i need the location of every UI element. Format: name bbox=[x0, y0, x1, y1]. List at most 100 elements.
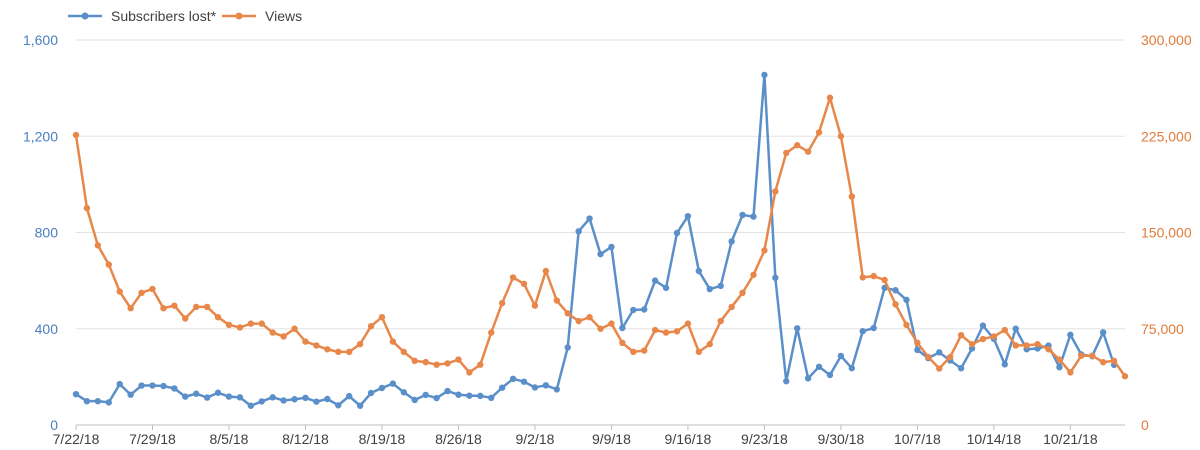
data-point bbox=[520, 280, 528, 288]
data-point bbox=[662, 329, 670, 336]
data-point bbox=[1121, 373, 1129, 380]
x-tick-label: 7/22/18 bbox=[53, 431, 100, 447]
series-subscribers-lost bbox=[72, 71, 1118, 409]
data-point bbox=[433, 361, 440, 368]
data-point bbox=[936, 365, 943, 372]
data-point bbox=[597, 250, 604, 258]
data-point bbox=[1078, 352, 1085, 359]
data-point bbox=[673, 229, 681, 237]
data-point bbox=[1099, 358, 1107, 366]
data-point bbox=[400, 389, 408, 396]
data-point bbox=[826, 94, 834, 101]
data-point bbox=[455, 391, 462, 398]
data-point bbox=[488, 394, 495, 402]
data-point bbox=[957, 365, 965, 372]
data-point bbox=[72, 391, 80, 398]
data-point bbox=[1023, 342, 1030, 349]
x-tick-label: 8/26/18 bbox=[435, 431, 482, 447]
data-point bbox=[608, 320, 615, 327]
data-point bbox=[793, 142, 801, 149]
data-point bbox=[214, 389, 222, 396]
data-point bbox=[575, 228, 582, 235]
data-point bbox=[203, 394, 211, 401]
data-point bbox=[859, 327, 866, 335]
x-tick-label: 9/9/18 bbox=[592, 431, 631, 447]
data-point bbox=[804, 148, 812, 155]
left-y-axis: 0 400 800 1,200 1,600 bbox=[23, 32, 58, 433]
series-line bbox=[74, 96, 1127, 377]
data-point bbox=[302, 338, 309, 345]
data-point bbox=[247, 402, 255, 409]
data-point bbox=[586, 215, 593, 222]
data-point bbox=[903, 296, 910, 304]
data-point bbox=[367, 322, 375, 330]
data-point bbox=[269, 394, 276, 401]
data-point bbox=[280, 397, 287, 404]
data-point bbox=[914, 339, 921, 347]
data-point bbox=[477, 361, 484, 368]
data-point bbox=[793, 325, 801, 332]
data-point bbox=[509, 375, 517, 382]
data-point bbox=[411, 396, 418, 404]
series-line bbox=[75, 73, 1116, 407]
data-point bbox=[531, 384, 539, 391]
data-point bbox=[488, 329, 495, 336]
data-point bbox=[116, 288, 123, 295]
x-axis: 7/22/18 7/29/18 8/5/18 8/12/18 8/19/18 8/26/1… bbox=[53, 425, 1098, 447]
data-point bbox=[641, 347, 648, 354]
data-point bbox=[455, 356, 462, 363]
data-point bbox=[1034, 340, 1041, 348]
data-point bbox=[193, 303, 200, 311]
data-point bbox=[324, 395, 331, 403]
data-point bbox=[783, 378, 790, 385]
data-point bbox=[783, 149, 790, 157]
data-point bbox=[160, 305, 167, 312]
data-point bbox=[138, 289, 145, 297]
data-point bbox=[1001, 361, 1008, 368]
left-y-tick-label: 0 bbox=[50, 417, 58, 433]
data-point bbox=[269, 329, 276, 336]
data-point bbox=[1089, 352, 1096, 359]
data-point bbox=[389, 380, 397, 387]
data-point bbox=[149, 285, 156, 293]
data-point bbox=[695, 348, 703, 356]
data-point bbox=[979, 322, 987, 329]
data-point bbox=[892, 287, 899, 294]
data-point bbox=[619, 339, 626, 347]
data-point bbox=[138, 382, 145, 389]
data-point bbox=[378, 314, 386, 321]
data-point bbox=[903, 321, 910, 329]
data-point bbox=[291, 396, 298, 403]
data-point bbox=[717, 282, 724, 290]
right-y-axis: 0 75,000 150,000 225,000 300,000 bbox=[1141, 32, 1192, 433]
data-point bbox=[979, 335, 987, 343]
data-point bbox=[761, 71, 768, 79]
data-point bbox=[859, 274, 866, 281]
data-point bbox=[378, 384, 386, 392]
data-point bbox=[597, 325, 604, 332]
data-point bbox=[553, 386, 560, 393]
data-point bbox=[83, 397, 91, 405]
left-y-tick-label: 400 bbox=[35, 321, 59, 337]
data-point bbox=[280, 333, 287, 340]
data-point bbox=[466, 369, 473, 376]
data-point bbox=[739, 211, 746, 219]
data-point bbox=[182, 315, 189, 322]
data-point bbox=[750, 271, 757, 279]
data-point bbox=[728, 238, 735, 245]
data-point bbox=[1045, 346, 1052, 353]
data-point bbox=[160, 382, 167, 390]
data-point bbox=[684, 320, 692, 327]
data-point bbox=[225, 393, 233, 400]
data-point bbox=[236, 394, 244, 401]
data-point bbox=[422, 358, 429, 366]
data-point bbox=[641, 306, 648, 313]
x-tick-label: 9/30/18 bbox=[818, 431, 865, 447]
data-point bbox=[946, 353, 954, 361]
series-group bbox=[72, 71, 1129, 409]
data-point bbox=[291, 325, 298, 332]
legend-label-views: Views bbox=[265, 8, 302, 24]
data-point bbox=[892, 301, 899, 308]
x-tick-label: 10/7/18 bbox=[894, 431, 941, 447]
